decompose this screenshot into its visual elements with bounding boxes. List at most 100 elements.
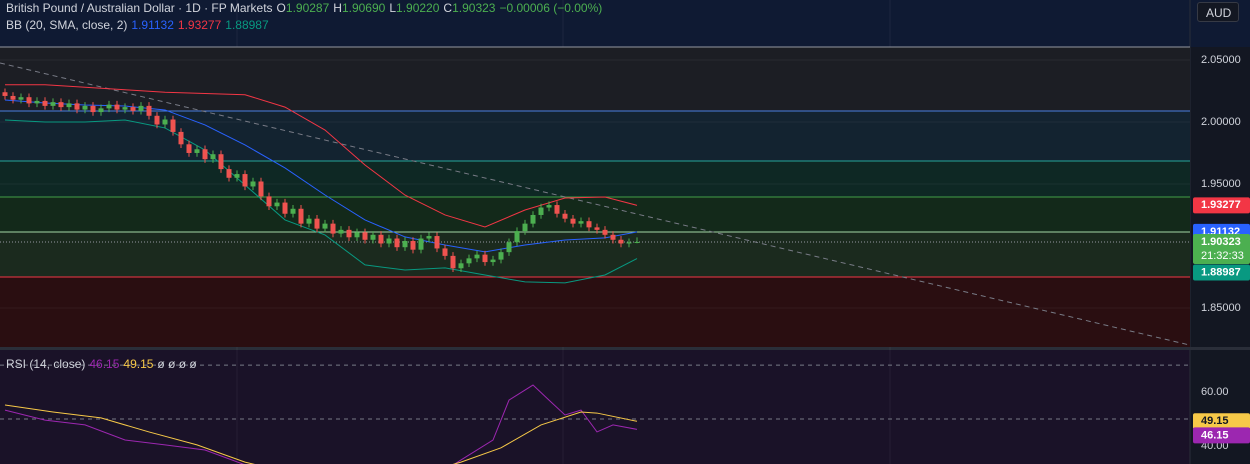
y-tick-label: 60.00 — [1201, 386, 1229, 398]
candle-body — [98, 108, 104, 113]
y-tick-label: 1.95000 — [1201, 178, 1241, 190]
candle-body — [578, 221, 584, 224]
pane-separator — [0, 347, 1250, 350]
candle-body — [26, 97, 32, 104]
candle-body — [186, 144, 192, 153]
candle-body — [634, 241, 640, 243]
candle-body — [242, 174, 248, 187]
candle-body — [170, 119, 176, 132]
zone — [0, 231, 1190, 277]
price-badge-label: 1.90323 — [1201, 236, 1241, 248]
candle-body — [570, 218, 576, 224]
candle-body — [162, 119, 168, 125]
candle-body — [314, 218, 320, 229]
ohlc-key: O — [276, 1, 286, 15]
candle-body — [514, 231, 520, 243]
zone — [0, 196, 1190, 232]
y-tick-label: 1.85000 — [1201, 302, 1241, 314]
change: −0.00006 (−0.00%) — [499, 1, 603, 15]
candle-body — [82, 105, 88, 110]
price-badge-label: 49.15 — [1201, 415, 1229, 427]
candle-body — [130, 107, 136, 111]
candle-body — [474, 254, 480, 259]
candle-body — [290, 208, 296, 214]
candle-body — [594, 227, 600, 230]
candle-body — [306, 218, 312, 224]
candle-body — [586, 221, 592, 228]
candle-body — [122, 107, 128, 110]
candle-body — [58, 102, 64, 108]
rsi-line — [4, 384, 638, 464]
bb-value: 1.88987 — [225, 18, 269, 32]
bb-value: 1.91132 — [131, 18, 174, 32]
candle-body — [530, 214, 536, 224]
candle-body — [506, 242, 512, 253]
candle-body — [386, 238, 392, 244]
candle-body — [490, 259, 496, 263]
candle-body — [258, 181, 264, 197]
candle-body — [10, 95, 16, 100]
price-badge — [1193, 427, 1250, 444]
bb-line — [4, 119, 638, 284]
candle-body — [370, 234, 376, 240]
candle-body — [562, 213, 568, 219]
candle-body — [554, 205, 560, 214]
currency[interactable]: AUD — [1197, 2, 1239, 22]
candle-body — [282, 202, 288, 214]
candle-body — [2, 92, 8, 96]
ohlc-value: 1.90323 — [452, 1, 496, 15]
candle-body — [90, 105, 96, 113]
candle-body — [498, 252, 504, 260]
bb-legend: BB (20, SMA, close, 2) 1.91132 1.93277 1.88… — [6, 18, 273, 32]
price-badge — [1193, 264, 1250, 281]
ohlc-key: C — [443, 1, 453, 15]
candle-body — [434, 236, 440, 249]
header-band — [0, 0, 1250, 47]
candle-body — [482, 254, 488, 263]
candle-body — [458, 263, 464, 269]
candle-body — [250, 181, 256, 187]
bb-line — [5, 84, 638, 228]
rsi-extra: ø ø ø ø — [157, 357, 197, 371]
indicator-name[interactable]: RSI (14, close) — [6, 357, 86, 371]
candle-body — [538, 207, 544, 215]
ohlc-value: 1.90220 — [396, 1, 440, 15]
candle-body — [322, 223, 328, 229]
candle-body — [74, 103, 80, 110]
candle-body — [146, 105, 152, 116]
candle-body — [234, 174, 240, 178]
price-badge — [1193, 413, 1250, 430]
countdown: 21:32:33 — [1201, 250, 1244, 262]
zone — [0, 161, 1190, 197]
bb-line — [4, 99, 638, 253]
candle-body — [218, 154, 224, 170]
candle-body — [346, 229, 352, 238]
candle-body — [194, 149, 200, 153]
candle-body — [354, 232, 360, 238]
candle-body — [330, 223, 336, 234]
candle-body — [602, 229, 608, 235]
zone — [0, 276, 1190, 347]
ohlc-value: 1.90690 — [341, 1, 386, 15]
ohlc-key: H — [333, 1, 342, 15]
candle-body — [274, 202, 280, 207]
candle-body — [154, 115, 160, 125]
y-tick-label: 2.05000 — [1201, 54, 1241, 66]
zone — [0, 46, 1190, 111]
price-badge — [1193, 233, 1250, 264]
candle-body — [546, 205, 552, 208]
rsi-pane — [0, 364, 1190, 464]
rsi-ma-value: 49.15 — [123, 357, 154, 371]
candle-body — [522, 223, 528, 232]
symbol[interactable]: British Pound / Australian Dollar · 1D ·… — [6, 1, 273, 15]
candle-body — [338, 229, 344, 234]
price-badge — [1193, 197, 1250, 214]
price-badge-label: 1.88987 — [1201, 266, 1241, 278]
y-tick-label: 2.00000 — [1201, 116, 1241, 128]
candle-body — [266, 196, 272, 207]
candle-body — [34, 100, 40, 104]
candle-body — [202, 149, 208, 160]
indicator-name[interactable]: BB (20, SMA, close, 2) — [6, 18, 128, 32]
trend-line — [0, 62, 1190, 346]
ohlc-key: L — [389, 1, 397, 15]
